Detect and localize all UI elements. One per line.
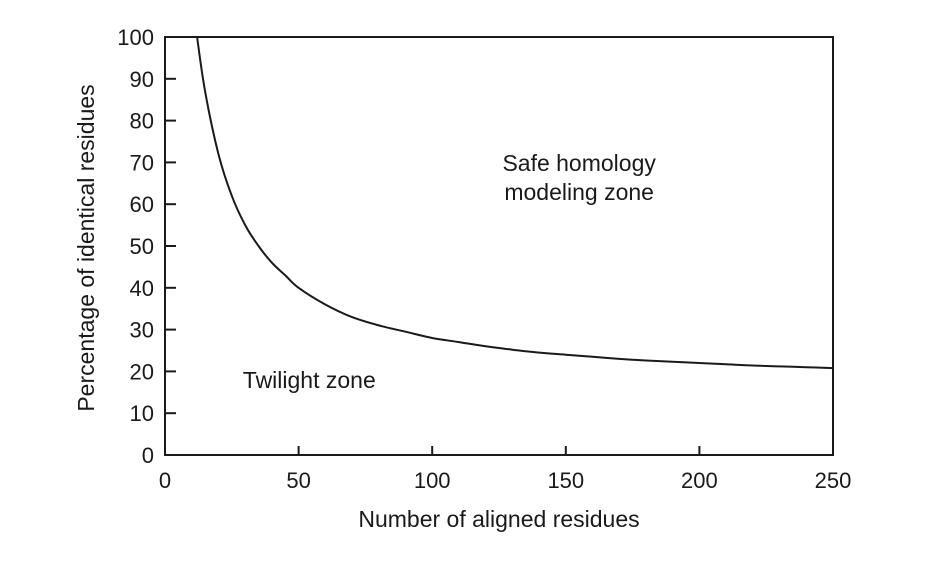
y-tick-label: 0 (142, 443, 154, 468)
x-tick-label: 0 (159, 468, 171, 493)
y-tick-label: 50 (130, 234, 154, 259)
annotation-text: modeling zone (504, 179, 654, 205)
annotation-text: Safe homology (502, 150, 656, 176)
x-tick-label: 250 (815, 468, 852, 493)
y-tick-label: 90 (130, 67, 154, 92)
threshold-curve (196, 36, 834, 370)
y-tick-label: 80 (130, 109, 154, 134)
y-tick-label: 10 (130, 401, 154, 426)
ticks-layer: 0 10 20 30 40 50 60 70 80 90 100 0 50 100 150 200 250 (117, 25, 851, 493)
y-tick-label: 20 (130, 359, 154, 384)
y-tick-label: 60 (130, 192, 154, 217)
annotations-layer: Safe homology modeling zone Twilight zone (243, 150, 657, 393)
x-axis-label: Number of aligned residues (358, 506, 639, 532)
annotation-text: Twilight zone (243, 367, 376, 393)
x-tick-label: 100 (414, 468, 451, 493)
y-tick-label: 30 (130, 318, 154, 343)
y-tick-label: 40 (130, 276, 154, 301)
y-tick-label: 70 (130, 150, 154, 175)
x-tick-label: 200 (681, 468, 718, 493)
y-tick-label: 100 (117, 25, 154, 50)
x-tick-label: 150 (547, 468, 584, 493)
x-tick-label: 50 (286, 468, 310, 493)
plot-area-frame (164, 36, 834, 456)
y-axis-label: Percentage of identical residues (73, 84, 99, 411)
